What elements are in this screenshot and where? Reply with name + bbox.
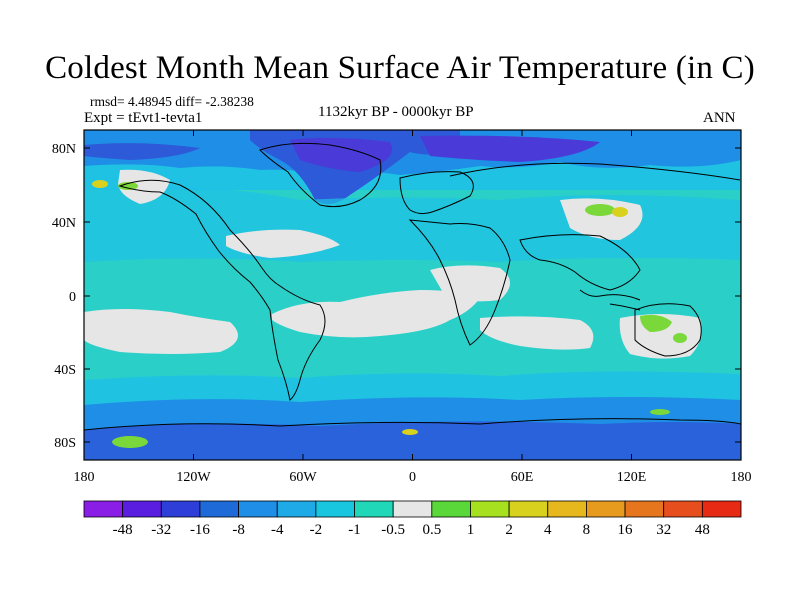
colorbar-label: -8 (232, 522, 245, 538)
experiment-label: Expt = tEvt1-tevta1 (84, 110, 203, 126)
colorbar-label: -48 (113, 522, 133, 538)
field-australia-green (640, 314, 672, 332)
stats-text: rmsd= 4.48945 diff= -2.38238 (90, 94, 254, 109)
lon-label: 0 (409, 470, 416, 485)
season-label: ANN (703, 110, 736, 126)
field-siberia-core (420, 135, 600, 162)
field-antarctic-deep (84, 421, 741, 460)
lon-label: 120E (617, 470, 647, 485)
field-australia-green-2 (673, 333, 687, 343)
lat-label: 0 (69, 290, 76, 305)
field-indian-neutral (480, 316, 594, 350)
colorbar-swatch (83, 500, 124, 518)
colorbar-swatch (354, 500, 394, 518)
field-alaska-green (118, 182, 138, 190)
latitude-axis: 80N 40N 0 40S 80S (52, 142, 741, 451)
colorbar-swatch (276, 500, 317, 518)
colorbar-swatch (160, 500, 201, 518)
colorbar-swatch (586, 500, 626, 518)
colorbar-swatch (199, 500, 239, 518)
colorbar-swatch (431, 500, 471, 518)
field-bering-yellow (92, 180, 108, 188)
field-australia-neutral (619, 314, 702, 359)
colorbar-swatch (547, 500, 587, 518)
field-canada-core (84, 143, 200, 160)
lat-label: 40N (52, 216, 76, 231)
lon-label: 60E (511, 470, 534, 485)
colorbar-swatch (470, 500, 510, 518)
field-africa-neutral (430, 265, 510, 302)
coastlines (84, 142, 741, 431)
field-alaska-neutral (118, 169, 170, 204)
colorbar-label: -4 (271, 522, 284, 538)
colorbar-label: -1 (348, 522, 361, 538)
field-eastant-green (650, 409, 670, 415)
field-mongolia-green (585, 204, 615, 216)
field-weddell-yellow (402, 429, 418, 435)
lat-label: 40S (54, 363, 76, 378)
field-epacific-neutral (84, 309, 238, 354)
colorbar-swatch (624, 500, 665, 518)
colorbar-label: 32 (656, 522, 671, 538)
colorbar-swatch (508, 500, 549, 518)
field-natlantic-neutral (226, 229, 340, 258)
lon-label: 120W (176, 470, 211, 485)
colorbar-label: -32 (151, 522, 171, 538)
field-satlantic-neutral (272, 290, 480, 338)
colorbar-label: 2 (505, 522, 513, 538)
period-label: 1132kyr BP - 0000kyr BP (318, 104, 474, 120)
colorbar-swatch (315, 500, 355, 518)
colorbar-label: -2 (310, 522, 323, 538)
colorbar-label: 1 (467, 522, 475, 538)
lon-label: 60W (289, 470, 317, 485)
colorbar-swatch (122, 500, 162, 518)
colorbar-label: 4 (544, 522, 552, 538)
colorbar-label: 16 (618, 522, 634, 538)
colorbar-swatch (663, 500, 703, 518)
field-ross-green (112, 436, 148, 448)
temperature-field (84, 130, 741, 460)
colorbar-label: -0.5 (381, 522, 405, 538)
lon-label: 180 (731, 470, 752, 485)
colorbar-swatch (392, 500, 433, 518)
lon-label: 180 (74, 470, 95, 485)
colorbar: -48 -32 -16 -8 -4 -2 -1 -0.5 0.5 1 2 4 8 16 32 48 (83, 500, 742, 538)
colorbar-swatch (238, 500, 278, 518)
field-mongolia-yellow (612, 207, 628, 217)
colorbar-label: -16 (190, 522, 210, 538)
field-greenland-core (290, 137, 392, 172)
field-midlat-cyan (84, 186, 741, 262)
colorbar-label: 48 (695, 522, 710, 538)
colorbar-label: 8 (583, 522, 591, 538)
lat-label: 80S (54, 436, 76, 451)
colorbar-label: 0.5 (422, 522, 441, 538)
map-title: Coldest Month Mean Surface Air Temperatu… (45, 50, 755, 86)
lat-label: 80N (52, 142, 76, 157)
colorbar-swatch (701, 500, 742, 518)
longitude-axis: 180 120W 60W 0 60E 120E 180 (74, 130, 752, 485)
